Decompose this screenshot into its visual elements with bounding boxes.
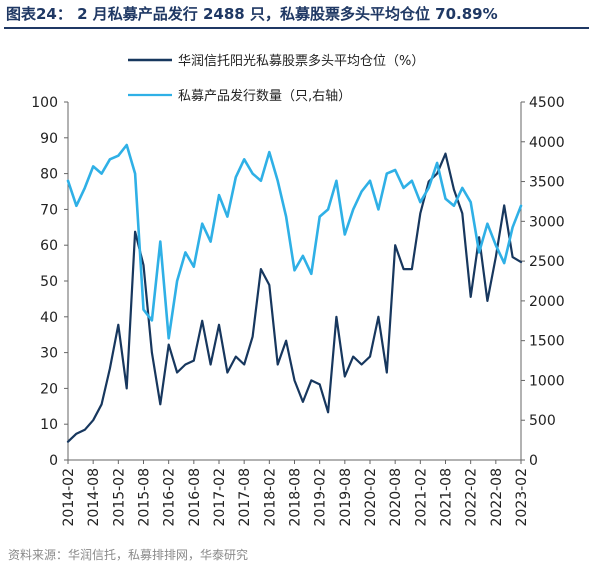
source-note: 资料来源：华润信托，私募排排网，华泰研究 xyxy=(8,548,249,562)
chart-title: 图表24： 2 月私募产品发行 2488 只，私募股票多头平均仓位 70.89% xyxy=(6,5,498,23)
x-tick-label: 2015-02 xyxy=(111,468,127,527)
left-tick-label: 80 xyxy=(40,167,58,183)
x-tick-label: 2018-02 xyxy=(262,468,278,527)
left-tick-label: 100 xyxy=(31,95,58,111)
legend-label: 华润信托阳光私募股票多头平均仓位（%） xyxy=(178,53,424,69)
x-tick-label: 2020-02 xyxy=(363,468,379,527)
x-tick-label: 2022-02 xyxy=(464,468,480,527)
right-tick-label: 3000 xyxy=(529,214,565,230)
x-tick-label: 2015-08 xyxy=(137,468,153,527)
right-tick-label: 4500 xyxy=(529,95,565,111)
x-tick-label: 2020-08 xyxy=(388,468,404,527)
right-tick-label: 500 xyxy=(529,413,556,429)
left-tick-label: 90 xyxy=(40,131,58,147)
x-tick-label: 2014-02 xyxy=(61,468,77,527)
x-tick-label: 2021-02 xyxy=(413,468,429,527)
right-tick-label: 3500 xyxy=(529,175,565,191)
left-tick-label: 30 xyxy=(40,346,58,362)
series-line-issuance xyxy=(66,152,523,443)
left-tick-label: 10 xyxy=(40,417,58,433)
right-tick-label: 2500 xyxy=(529,254,565,270)
left-tick-label: 70 xyxy=(40,202,58,218)
legend-label: 私募产品发行数量（只,右轴） xyxy=(178,88,351,104)
x-tick-label: 2023-02 xyxy=(514,468,530,527)
right-tick-label: 1500 xyxy=(529,334,565,350)
left-tick-label: 60 xyxy=(40,238,58,254)
right-tick-label: 0 xyxy=(529,453,538,469)
right-tick-label: 1000 xyxy=(529,373,565,389)
x-tick-label: 2021-08 xyxy=(439,468,455,527)
x-tick-label: 2017-08 xyxy=(237,468,253,527)
x-tick-label: 2016-02 xyxy=(162,468,178,527)
x-tick-label: 2018-08 xyxy=(288,468,304,527)
x-tick-label: 2019-02 xyxy=(313,468,329,527)
left-tick-label: 0 xyxy=(49,453,58,469)
dual-axis-line-chart: 0102030405060708090100050010001500200025… xyxy=(31,53,565,527)
left-tick-label: 50 xyxy=(40,274,58,290)
left-tick-label: 40 xyxy=(40,310,58,326)
x-tick-label: 2017-02 xyxy=(212,468,228,527)
x-tick-label: 2014-08 xyxy=(86,468,102,527)
title-underline xyxy=(4,27,589,29)
left-tick-label: 20 xyxy=(40,381,58,397)
x-tick-label: 2019-08 xyxy=(338,468,354,527)
right-tick-label: 2000 xyxy=(529,294,565,310)
right-tick-label: 4000 xyxy=(529,135,565,151)
x-tick-label: 2022-08 xyxy=(489,468,505,527)
series-line-position xyxy=(66,143,523,340)
x-tick-label: 2016-08 xyxy=(187,468,203,527)
